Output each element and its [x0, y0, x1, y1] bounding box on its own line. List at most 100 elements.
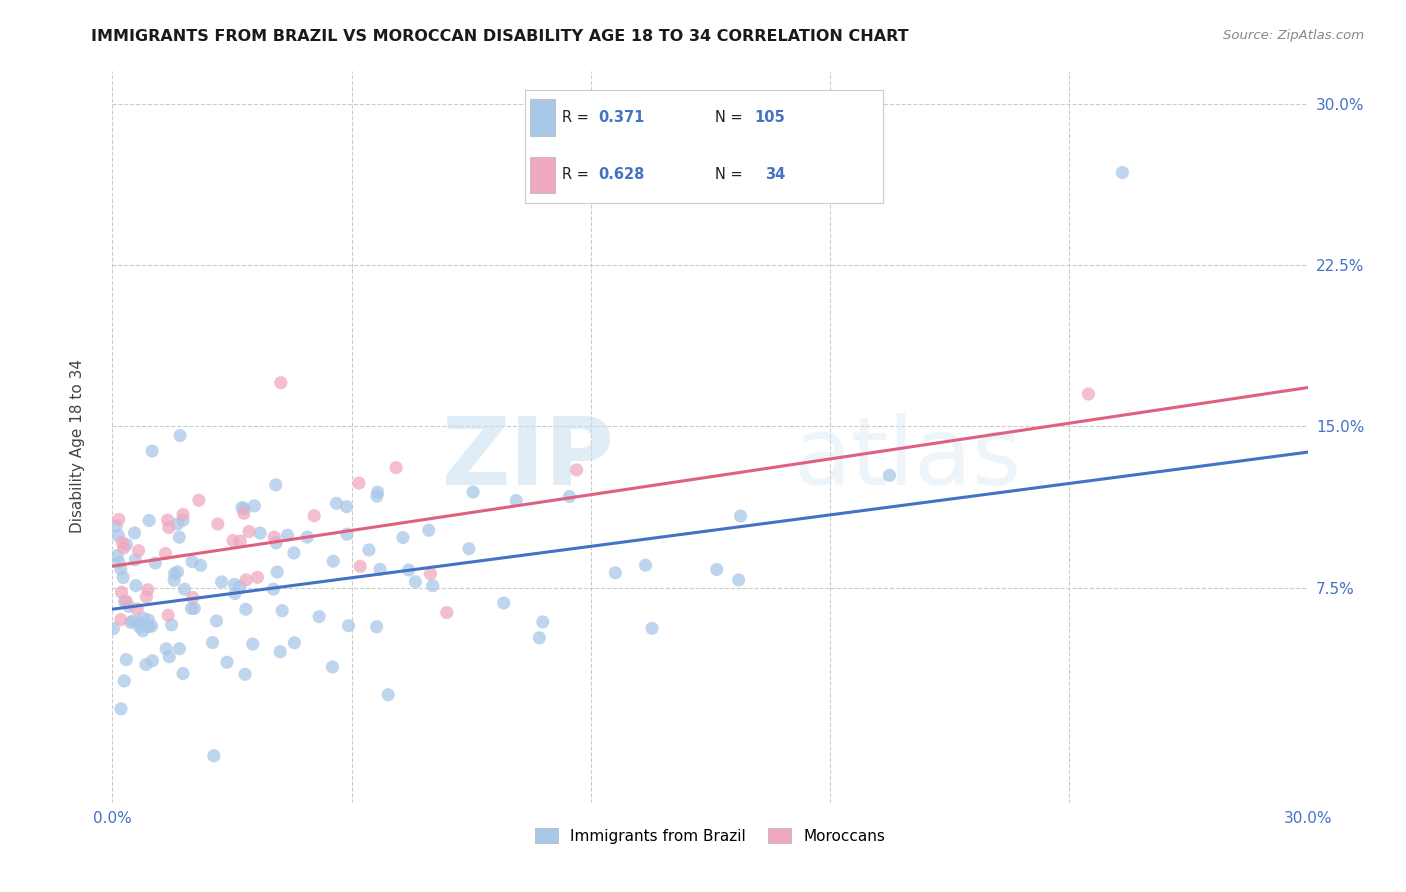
Point [392, 531, 415, 545]
Point [706, 562, 728, 576]
Point [238, 524, 260, 539]
Point [215, 655, 238, 669]
Point [172, 508, 194, 522]
Point [1111, 165, 1133, 179]
Point [138, 514, 160, 528]
Point [270, 376, 292, 390]
Point [271, 604, 294, 618]
Point [172, 513, 194, 527]
Point [233, 501, 256, 516]
Point [169, 428, 191, 442]
Point [357, 543, 380, 558]
Point [224, 577, 246, 591]
Text: IMMIGRANTS FROM BRAZIL VS MOROCCAN DISABILITY AGE 18 TO 34 CORRELATION CHART: IMMIGRANTS FROM BRAZIL VS MOROCCAN DISAB… [91, 29, 910, 44]
Point [264, 478, 287, 492]
Point [235, 573, 257, 587]
Point [141, 619, 163, 633]
Point [283, 546, 305, 560]
Point [366, 620, 388, 634]
Point [166, 565, 188, 579]
Point [157, 520, 180, 534]
Point [115, 537, 138, 551]
Point [398, 563, 420, 577]
Point [229, 534, 252, 549]
Point [558, 490, 581, 504]
Point [112, 570, 135, 584]
Point [110, 613, 132, 627]
Point [107, 555, 129, 569]
Point [231, 500, 253, 515]
Point [605, 566, 627, 580]
Point [110, 702, 132, 716]
Point [335, 500, 357, 514]
Point [112, 673, 135, 688]
Point [125, 579, 148, 593]
Point [124, 526, 146, 541]
Point [325, 496, 347, 510]
Point [295, 530, 318, 544]
Point [157, 649, 180, 664]
Point [166, 516, 188, 531]
Point [115, 652, 138, 666]
Point [233, 667, 256, 681]
Point [565, 463, 588, 477]
Point [167, 530, 190, 544]
Point [118, 599, 141, 614]
Point [135, 657, 157, 672]
Point [349, 559, 371, 574]
Point [347, 476, 370, 491]
Point [246, 570, 269, 584]
Point [322, 554, 344, 568]
Point [132, 624, 155, 638]
Point [114, 594, 136, 608]
Point [419, 566, 441, 581]
Point [436, 606, 458, 620]
Text: atlas: atlas [793, 413, 1022, 505]
Point [132, 611, 155, 625]
Point [229, 580, 252, 594]
Point [105, 549, 128, 563]
Point [190, 558, 212, 573]
Point [634, 558, 657, 573]
Point [141, 654, 163, 668]
Point [283, 636, 305, 650]
Point [127, 602, 149, 616]
Point [180, 601, 202, 615]
Point [461, 485, 484, 500]
Point [108, 512, 131, 526]
Point [727, 573, 749, 587]
Point [157, 608, 180, 623]
Point [155, 641, 177, 656]
Point [418, 523, 440, 537]
Point [211, 574, 233, 589]
Point [404, 574, 426, 589]
Point [143, 556, 166, 570]
Point [187, 493, 209, 508]
Point [529, 631, 551, 645]
Point [169, 641, 191, 656]
Point [181, 555, 204, 569]
Point [235, 602, 257, 616]
Point [205, 614, 228, 628]
Point [128, 615, 150, 630]
Point [730, 509, 752, 524]
Point [262, 582, 284, 596]
Point [110, 562, 132, 576]
Legend: Immigrants from Brazil, Moroccans: Immigrants from Brazil, Moroccans [529, 822, 891, 850]
Point [120, 615, 142, 630]
Point [385, 460, 408, 475]
Point [367, 485, 389, 500]
Point [641, 621, 664, 635]
Point [531, 615, 554, 629]
Point [128, 543, 150, 558]
Point [128, 620, 150, 634]
Point [181, 591, 204, 605]
Point [368, 562, 391, 576]
Point [302, 508, 325, 523]
Point [172, 666, 194, 681]
Point [103, 622, 125, 636]
Point [263, 530, 285, 544]
Point [138, 619, 160, 633]
Point [122, 614, 145, 628]
Point [156, 513, 179, 527]
